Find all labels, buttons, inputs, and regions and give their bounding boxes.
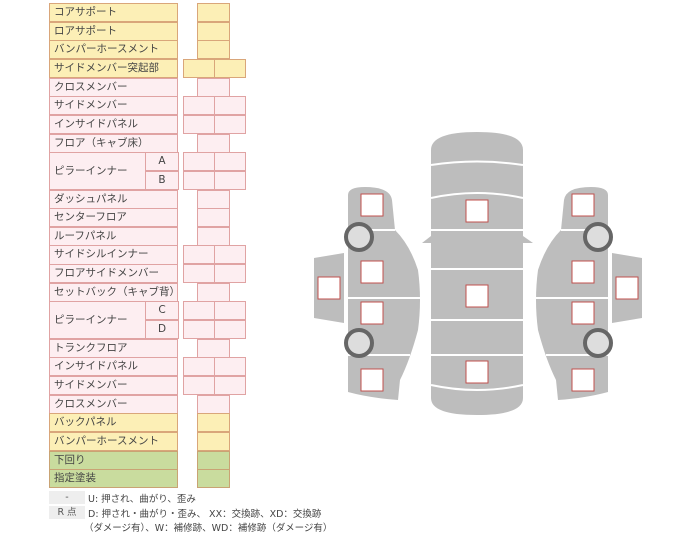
- rating-cell[interactable]: [214, 170, 246, 190]
- rating-cell[interactable]: [197, 189, 230, 209]
- rating-cell[interactable]: [197, 431, 230, 451]
- rating-cell[interactable]: [214, 58, 246, 78]
- rating-cell[interactable]: [214, 114, 246, 134]
- damage-marker-box[interactable]: [317, 276, 341, 300]
- rating-cell[interactable]: [197, 77, 230, 97]
- row-label: サイドメンバー突起部: [49, 58, 178, 79]
- row-sublabel: B: [145, 170, 179, 190]
- rating-cell[interactable]: [214, 320, 246, 340]
- row-label: バンパーホースメント: [49, 431, 178, 452]
- row-label: クロスメンバー: [49, 394, 178, 414]
- legend-dash-key: -: [49, 491, 85, 504]
- damage-marker-box[interactable]: [360, 193, 384, 217]
- damage-marker-box[interactable]: [571, 368, 595, 392]
- rating-cell[interactable]: [214, 301, 246, 321]
- rating-cell[interactable]: [197, 450, 230, 470]
- rating-cell[interactable]: [197, 282, 230, 302]
- row-label: ダッシュパネル: [49, 189, 178, 209]
- row-label: インサイドパネル: [49, 114, 178, 135]
- row-label: ロアサポート: [49, 21, 178, 41]
- legend-r-key: R 点: [49, 506, 85, 519]
- row-label: 下回り: [49, 450, 178, 470]
- rating-cell[interactable]: [197, 40, 230, 60]
- rating-cell[interactable]: [197, 21, 230, 41]
- wheels: [344, 222, 613, 358]
- row-sublabel: C: [145, 301, 179, 321]
- rating-cell[interactable]: [214, 357, 246, 377]
- car-body-top: [422, 132, 533, 415]
- rating-cell[interactable]: [197, 394, 230, 414]
- row-label: クロスメンバー: [49, 77, 178, 97]
- row-label: セットバック（キャブ背）: [49, 282, 180, 302]
- damage-marker-box[interactable]: [360, 368, 384, 392]
- row-label: バンパーホースメント: [49, 40, 178, 60]
- damage-marker-box[interactable]: [360, 301, 384, 325]
- damage-marker-box[interactable]: [571, 260, 595, 284]
- row-label: バックパネル: [49, 413, 178, 433]
- legend-r-text-2: （ダメージ有）、W：補修跡、WD：補修跡（ダメージ有）: [84, 523, 333, 534]
- row-label: サイドシルインナー: [49, 245, 178, 265]
- row-label: インサイドパネル: [49, 357, 178, 377]
- wheel-icon: [583, 328, 613, 358]
- damage-marker-box[interactable]: [571, 301, 595, 325]
- row-label: トランクフロア: [49, 338, 178, 358]
- rating-cell[interactable]: [197, 338, 230, 358]
- legend-dash-text: U: 押され、曲がり、歪み: [88, 494, 196, 505]
- rating-cell[interactable]: [214, 264, 246, 284]
- wheel-icon: [344, 222, 374, 252]
- rating-cell[interactable]: [197, 133, 230, 153]
- rating-cell[interactable]: [214, 376, 246, 395]
- damage-marker-box[interactable]: [465, 199, 489, 223]
- rating-cell[interactable]: [197, 469, 230, 489]
- row-label: 指定塗装: [49, 469, 178, 489]
- damage-marker-box[interactable]: [465, 284, 489, 308]
- legend-r-text-1: D: 押され・曲がり・歪み、 XX：交換跡、XD：交換跡: [88, 509, 322, 520]
- wheel-icon: [344, 328, 374, 358]
- row-label: サイドメンバー: [49, 376, 178, 396]
- damage-marker-box[interactable]: [465, 360, 489, 384]
- row-label: コアサポート: [49, 3, 178, 23]
- rating-cell[interactable]: [197, 413, 230, 433]
- damage-marker-box[interactable]: [615, 276, 639, 300]
- row-label: センターフロア: [49, 208, 178, 228]
- row-label: サイドメンバー: [49, 96, 178, 116]
- row-sublabel: D: [145, 320, 179, 340]
- damage-marker-box[interactable]: [571, 193, 595, 217]
- row-label: フロアサイドメンバー: [49, 264, 178, 284]
- rating-cell[interactable]: [214, 245, 246, 265]
- rating-cell[interactable]: [214, 152, 246, 172]
- row-sublabel: A: [145, 152, 179, 172]
- rating-cell[interactable]: [214, 96, 246, 116]
- row-label: ルーフパネル: [49, 226, 178, 246]
- rating-cell[interactable]: [197, 226, 230, 246]
- row-label: フロア（キャブ床）: [49, 133, 178, 153]
- rating-cell[interactable]: [197, 3, 230, 22]
- rating-cell[interactable]: [197, 208, 230, 228]
- damage-marker-box[interactable]: [360, 260, 384, 284]
- wheel-icon: [583, 222, 613, 252]
